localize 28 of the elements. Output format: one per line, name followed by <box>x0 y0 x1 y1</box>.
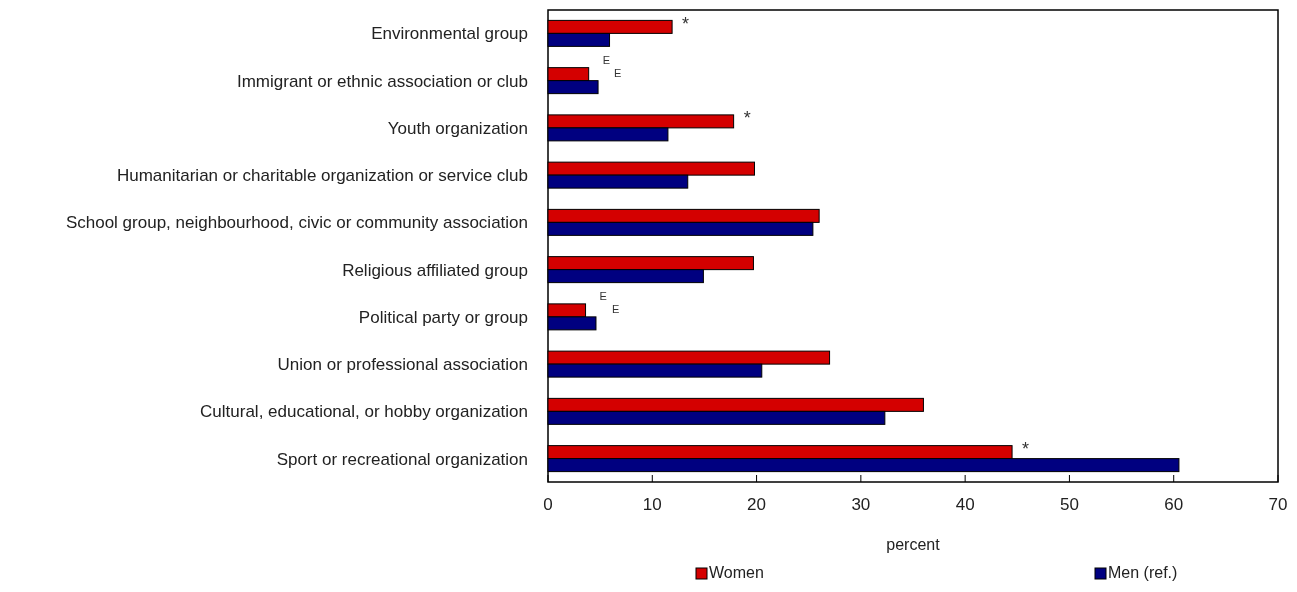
legend-label: Women <box>709 564 764 581</box>
y-tick-label: Political party or group <box>358 307 528 327</box>
annotation: * <box>1022 439 1030 460</box>
annotation: E <box>614 66 622 79</box>
x-tick-label: 20 <box>747 495 767 514</box>
x-tick-label: 60 <box>1164 495 1184 514</box>
y-tick-label: Environmental group <box>371 24 528 44</box>
annotation: E <box>611 302 620 315</box>
y-tick-label: School group, neighbourhood, civic or community association <box>65 213 528 233</box>
x-tick-label: 10 <box>642 495 662 514</box>
annotation: * <box>682 13 690 34</box>
y-tick-label: Cultural, educational, or hobby organization <box>200 402 528 422</box>
y-tick-label: Humanitarian or charitable organization or service club <box>116 166 528 186</box>
y-tick-label: Religious affiliated group <box>342 260 528 280</box>
annotation: E <box>599 289 607 302</box>
y-tick-label: Youth organization <box>387 118 528 138</box>
y-tick-label: Sport or recreational organization <box>276 449 528 469</box>
x-tick-label: 30 <box>851 495 871 514</box>
annotation: * <box>743 108 751 129</box>
legend-label: Men (ref.) <box>1108 564 1178 581</box>
x-tick-label: 0 <box>543 495 553 514</box>
x-tick-label: 70 <box>1268 495 1288 514</box>
y-tick-label: Immigrant or ethnic association or club <box>236 71 528 91</box>
x-tick-label: 40 <box>955 495 975 514</box>
x-tick-label: 50 <box>1059 495 1079 514</box>
x-axis-title: percent <box>886 536 941 553</box>
annotation: E <box>602 53 611 66</box>
y-tick-label: Union or professional association <box>277 355 528 375</box>
